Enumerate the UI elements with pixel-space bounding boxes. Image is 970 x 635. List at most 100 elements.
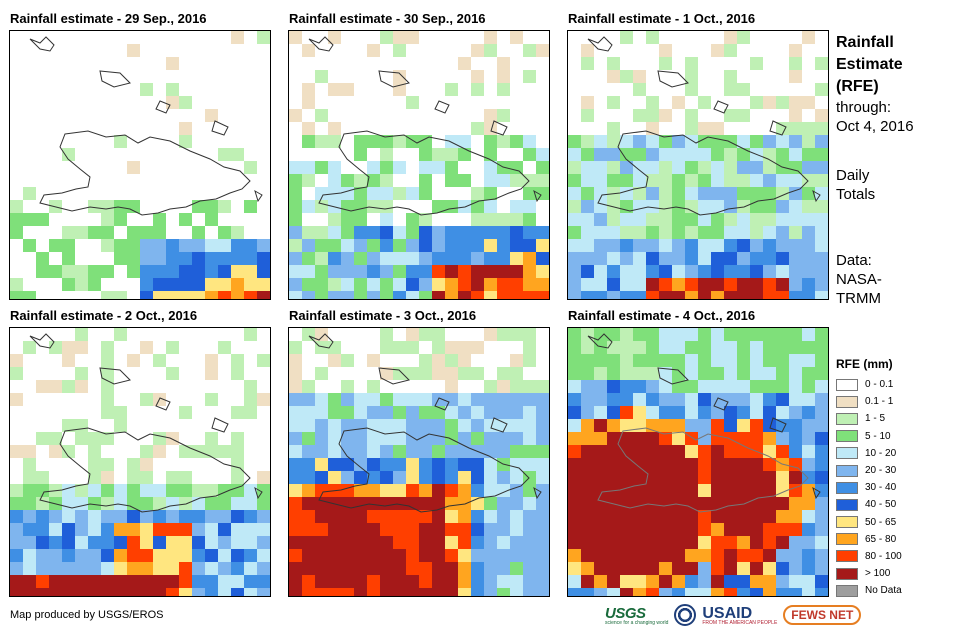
- rainfall-cell: [620, 174, 633, 187]
- rainfall-cell: [341, 471, 354, 484]
- rainfall-cell: [815, 562, 828, 575]
- rainfall-cell: [607, 575, 620, 588]
- rainfall-cell: [380, 406, 393, 419]
- rainfall-cell: [367, 497, 380, 510]
- rainfall-cell: [257, 523, 270, 536]
- rainfall-cell: [763, 484, 776, 497]
- rainfall-cell: [497, 367, 510, 380]
- rainfall-cell: [633, 393, 646, 406]
- rainfall-cell: [497, 213, 510, 226]
- rainfall-cell: [594, 328, 607, 341]
- rainfall-cell: [497, 497, 510, 510]
- rainfall-cell: [776, 341, 789, 354]
- rainfall-cell: [289, 380, 302, 393]
- rainfall-cell: [672, 419, 685, 432]
- rainfall-cell: [367, 523, 380, 536]
- rainfall-cell: [205, 291, 218, 299]
- rainfall-cell: [828, 497, 829, 510]
- rainfall-cell: [737, 200, 750, 213]
- rainfall-cell: [789, 291, 802, 299]
- rainfall-cell: [406, 278, 419, 291]
- rainfall-cell: [724, 497, 737, 510]
- rainfall-cell: [270, 291, 271, 300]
- rainfall-cell: [607, 96, 620, 109]
- rainfall-cell: [685, 536, 698, 549]
- rainfall-cell: [315, 265, 328, 278]
- rainfall-cell: [724, 562, 737, 575]
- rainfall-cell: [763, 265, 776, 278]
- rainfall-cell: [458, 419, 471, 432]
- rainfall-cell: [659, 367, 672, 380]
- rainfall-cell: [737, 109, 750, 122]
- rainfall-cell: [737, 380, 750, 393]
- rainfall-cell: [244, 562, 257, 575]
- rainfall-cell: [802, 187, 815, 200]
- rainfall-cell: [750, 406, 763, 419]
- rainfall-cell: [497, 562, 510, 575]
- rainfall-cell: [62, 510, 75, 523]
- rainfall-cell: [367, 575, 380, 588]
- rainfall-cell: [10, 562, 23, 575]
- rainfall-cell: [724, 109, 737, 122]
- panel-title-3-oct: Rainfall estimate - 3 Oct., 2016: [289, 308, 477, 323]
- rainfall-cell: [620, 252, 633, 265]
- rainfall-cell: [302, 445, 315, 458]
- rainfall-cell: [698, 510, 711, 523]
- rainfall-cell: [633, 523, 646, 536]
- rainfall-cell: [802, 341, 815, 354]
- rainfall-cell: [581, 291, 594, 299]
- rainfall-cell: [620, 471, 633, 484]
- rainfall-cell: [205, 252, 218, 265]
- rainfall-cell: [685, 445, 698, 458]
- rainfall-cell: [205, 354, 218, 367]
- rainfall-cell: [523, 445, 536, 458]
- rainfall-cell: [231, 31, 244, 44]
- rainfall-cell: [659, 445, 672, 458]
- rainfall-cell: [581, 174, 594, 187]
- rainfall-cell: [114, 239, 127, 252]
- rainfall-cell: [380, 239, 393, 252]
- rainfall-cell: [419, 523, 432, 536]
- rainfall-cell: [406, 484, 419, 497]
- rainfall-cell: [406, 497, 419, 510]
- rainfall-cell: [568, 265, 581, 278]
- rainfall-cell: [484, 122, 497, 135]
- rainfall-cell: [789, 57, 802, 70]
- rainfall-cell: [763, 510, 776, 523]
- rainfall-cell: [192, 536, 205, 549]
- rainfall-cell: [231, 406, 244, 419]
- rainfall-cell: [445, 588, 458, 596]
- rainfall-cell: [698, 458, 711, 471]
- rainfall-cell: [789, 484, 802, 497]
- rainfall-cell: [659, 135, 672, 148]
- rainfall-cell: [289, 588, 302, 596]
- rainfall-cell: [289, 213, 302, 226]
- rainfall-cell: [153, 252, 166, 265]
- rainfall-cell: [62, 536, 75, 549]
- rainfall-cell: [257, 278, 270, 291]
- rainfall-cell: [432, 562, 445, 575]
- rainfall-cell: [594, 484, 607, 497]
- rainfall-cell: [380, 588, 393, 596]
- rainfall-cell: [445, 367, 458, 380]
- rainfall-cell: [763, 445, 776, 458]
- rainfall-cell: [698, 393, 711, 406]
- rainfall-cell: [484, 328, 497, 341]
- rainfall-cell: [458, 239, 471, 252]
- rainfall-cell: [698, 432, 711, 445]
- rainfall-cell: [406, 213, 419, 226]
- rainfall-cell: [140, 278, 153, 291]
- rainfall-cell: [536, 510, 549, 523]
- rainfall-cell: [568, 161, 581, 174]
- rainfall-cell: [471, 393, 484, 406]
- rainfall-cell: [419, 135, 432, 148]
- rainfall-cell: [445, 354, 458, 367]
- rainfall-cell: [523, 406, 536, 419]
- rainfall-cell: [432, 510, 445, 523]
- rainfall-cell: [36, 510, 49, 523]
- rainfall-cell: [594, 380, 607, 393]
- rainfall-cell: [789, 380, 802, 393]
- rainfall-cell: [231, 445, 244, 458]
- rainfall-cell: [724, 70, 737, 83]
- rainfall-cell: [776, 406, 789, 419]
